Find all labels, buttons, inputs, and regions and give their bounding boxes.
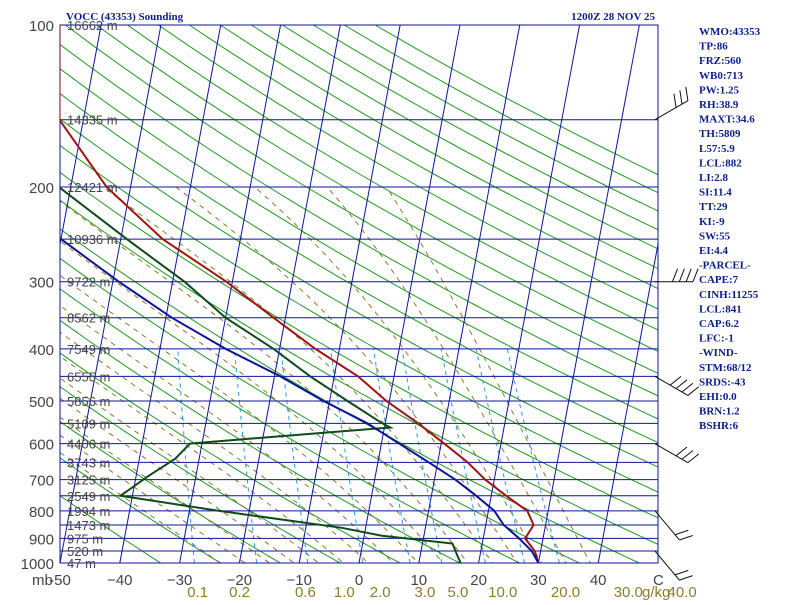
mixing-ratio-label-5: 3.0 <box>415 584 436 600</box>
mixing-ratio-label-1: 0.2 <box>229 584 250 600</box>
index-9: LCL:882 <box>699 157 742 169</box>
height-label: 2549 m <box>67 489 110 504</box>
mixing-ratio-label-10: 40.0 <box>668 584 697 600</box>
pressure-label-1000: 1000 <box>21 556 54 573</box>
index-26: BRN:1.2 <box>699 406 740 418</box>
height-label: 8562 m <box>67 311 110 326</box>
index-14: SW:55 <box>699 230 731 242</box>
index-25: EHI:0.0 <box>699 391 737 403</box>
valid-time: 1200Z 28 NOV 25 <box>571 11 655 23</box>
index-1: TP:86 <box>699 41 728 53</box>
height-label: 1994 m <box>67 504 110 519</box>
index-27: BSHR:6 <box>699 420 739 432</box>
pressure-label-900: 900 <box>29 531 54 548</box>
pressure-label-700: 700 <box>29 473 54 490</box>
temperature-label-5: 0 <box>355 572 363 589</box>
temperature-label-9: 40 <box>590 572 607 589</box>
temperature-label-7: 20 <box>470 572 487 589</box>
height-label: 5109 m <box>67 416 110 431</box>
pressure-label-500: 500 <box>29 394 54 411</box>
index-22: -WIND- <box>699 347 738 359</box>
index-15: EI:4.4 <box>699 245 729 257</box>
pressure-label-100: 100 <box>29 18 54 35</box>
index-0: WMO:43353 <box>699 26 761 38</box>
index-4: PW:1.25 <box>699 84 740 96</box>
index-5: RH:38.9 <box>699 99 739 111</box>
mixing-ratio-label-3: 1.0 <box>334 584 355 600</box>
index-3: WB0:713 <box>699 70 744 82</box>
mixing-ratio-label-0: 0.1 <box>187 584 208 600</box>
height-label: 14335 m <box>67 113 118 128</box>
height-label: 7549 m <box>67 342 110 357</box>
index-19: LCL:841 <box>699 303 742 315</box>
index-18: CINH:11255 <box>699 289 759 301</box>
height-label: 9722 m <box>67 275 110 290</box>
index-11: SI:11.4 <box>699 187 732 199</box>
pressure-label-200: 200 <box>29 180 54 197</box>
index-10: LI:2.8 <box>699 172 729 184</box>
index-8: L57:5.9 <box>699 143 735 155</box>
mixing-ratio-label-8: 20.0 <box>551 584 580 600</box>
temperature-label-8: 30 <box>530 572 547 589</box>
mixing-ratio-label-2: 0.6 <box>295 584 316 600</box>
height-label: 3125 m <box>67 473 110 488</box>
height-label: 10936 m <box>67 232 118 247</box>
mixing-ratio-label-9: 30.0 <box>614 584 643 600</box>
mixing-ratio-label-6: 5.0 <box>447 584 468 600</box>
height-label: 47 m <box>67 556 96 571</box>
temperature-label-1: −40 <box>107 572 132 589</box>
mixing-ratio-label-7: 10.0 <box>488 584 517 600</box>
index-23: STM:68/12 <box>699 362 752 374</box>
index-7: TH:5809 <box>699 128 741 140</box>
mixing-ratio-unit: g/kg <box>642 584 670 600</box>
mixing-ratio-label-4: 2.0 <box>370 584 391 600</box>
height-label: 4406 m <box>67 437 110 452</box>
index-13: KI:-9 <box>699 216 725 228</box>
pressure-label-600: 600 <box>29 437 54 454</box>
chart-title: VOCC (43353) Sounding <box>66 11 184 23</box>
height-label: 5856 m <box>67 394 110 409</box>
pressure-label-300: 300 <box>29 275 54 292</box>
index-6: MAXT:34.6 <box>699 114 755 126</box>
pressure-label-400: 400 <box>29 342 54 359</box>
height-label: 3743 m <box>67 455 110 470</box>
index-2: FRZ:560 <box>699 55 742 67</box>
pressure-axis-label: mb <box>32 572 53 589</box>
index-12: TT:29 <box>699 201 728 213</box>
index-24: SRDS:-43 <box>699 376 746 388</box>
height-label: 12421 m <box>67 180 118 195</box>
index-21: LFC:-1 <box>699 333 734 345</box>
index-17: CAPE:7 <box>699 274 739 286</box>
index-20: CAP:6.2 <box>699 318 740 330</box>
index-16: -PARCEL- <box>699 260 751 272</box>
height-label: 6555 m <box>67 369 110 384</box>
pressure-label-800: 800 <box>29 504 54 521</box>
